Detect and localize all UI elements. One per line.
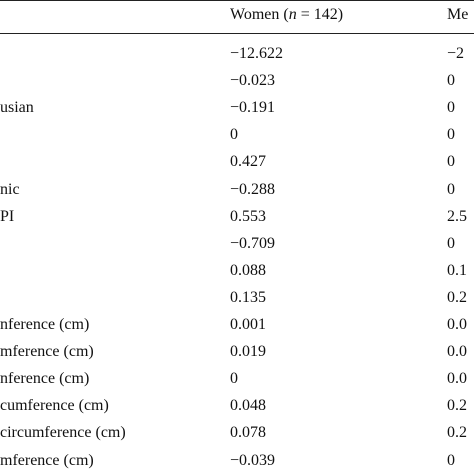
- row-label: mference (cm): [0, 343, 94, 361]
- header-text: n: [288, 6, 297, 23]
- women-value: −0.709: [230, 234, 276, 252]
- header-rule: [0, 33, 474, 34]
- men-value: 2.5: [447, 207, 467, 225]
- women-value: 0.019: [230, 343, 266, 361]
- men-value: 0.1: [447, 261, 467, 279]
- women-value: 0.088: [230, 261, 266, 279]
- header-women: Women (n = 142): [230, 5, 343, 25]
- women-value: 0: [230, 370, 238, 388]
- women-value: −0.191: [230, 99, 276, 117]
- men-value: 0: [447, 153, 455, 171]
- women-value: −0.023: [230, 72, 276, 90]
- women-value: 0: [230, 126, 238, 144]
- men-value: 0.2: [447, 424, 467, 442]
- women-value: 0.427: [230, 153, 266, 171]
- men-value: 0.0: [447, 370, 467, 388]
- women-value: 0.135: [230, 288, 266, 306]
- row-label: cumference (cm): [0, 397, 109, 415]
- row-label: nic: [0, 180, 20, 198]
- men-value: −2: [447, 45, 465, 62]
- men-value: 0.0: [447, 343, 467, 361]
- men-value: 0.2: [447, 397, 467, 415]
- row-label: PI: [0, 207, 15, 225]
- row-label: mference (cm): [0, 451, 94, 469]
- men-value: 0: [447, 126, 455, 144]
- women-value: −0.288: [230, 180, 276, 198]
- row-label: nference (cm): [0, 316, 90, 333]
- row-label: circumference (cm): [0, 424, 126, 442]
- women-value: 0.553: [230, 207, 266, 225]
- women-value: −12.622: [230, 45, 284, 62]
- women-value: 0.078: [230, 424, 266, 442]
- men-value: 0.0: [447, 316, 467, 333]
- header-text: = 142): [296, 6, 344, 23]
- row-label: usian: [0, 99, 34, 117]
- women-value: 0.048: [230, 397, 266, 415]
- top-rule: [0, 0, 474, 1]
- men-value: 0.2: [447, 288, 467, 306]
- header-men: Me: [447, 6, 469, 23]
- row-label: nference (cm): [0, 370, 90, 388]
- men-value: 0: [447, 72, 455, 90]
- women-value: 0.001: [230, 316, 266, 333]
- men-value: 0: [447, 451, 455, 469]
- men-value: 0: [447, 180, 455, 198]
- women-value: −0.039: [230, 451, 276, 469]
- men-value: 0: [447, 234, 455, 252]
- men-value: 0: [447, 99, 455, 117]
- header-text: Women (: [230, 6, 289, 23]
